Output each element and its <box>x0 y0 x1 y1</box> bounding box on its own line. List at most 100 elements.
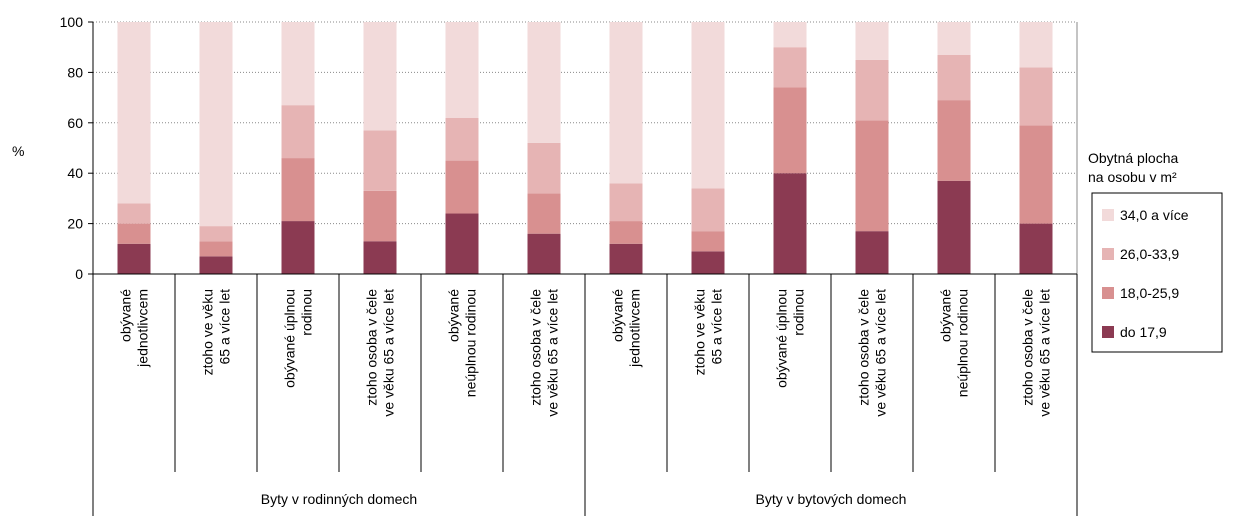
legend-swatch <box>1102 248 1114 260</box>
bar-segment <box>1019 223 1053 274</box>
y-tick-label: 20 <box>67 216 83 232</box>
bar-segment <box>773 47 807 88</box>
bar-segment <box>527 193 561 234</box>
y-tick-label: 60 <box>67 115 83 131</box>
x-category-label: 65 a více let <box>217 289 233 365</box>
x-category-label: 65 a více let <box>709 289 725 365</box>
axes <box>92 22 1078 275</box>
x-axis-groups: Byty v rodinných domech Byty v bytových d… <box>261 491 907 507</box>
bar-segment <box>527 22 561 143</box>
bar-segment <box>691 188 725 232</box>
x-category-label: ztoho osoba v čele <box>364 289 380 406</box>
legend-label: 18,0-25,9 <box>1120 285 1179 301</box>
x-category-label: obývané <box>118 289 134 342</box>
bar-segment <box>609 243 643 274</box>
bar-segment <box>117 243 151 274</box>
legend: Obytná plocha na osobu v m² 34,0 a více 2… <box>1088 150 1223 353</box>
x-category-label: jednotlivcem <box>135 289 151 368</box>
bar-segment <box>363 190 397 242</box>
bar-segment <box>527 233 561 274</box>
x-category-label: obývané úplnou <box>282 289 298 388</box>
bar-segment <box>855 59 889 121</box>
legend-title-line-1: Obytná plocha <box>1088 150 1178 166</box>
legend-swatch <box>1102 287 1114 299</box>
bar-segment <box>527 142 561 194</box>
bar-segment <box>445 117 479 161</box>
bar-segment <box>855 120 889 232</box>
x-category-label: obývané <box>446 289 462 342</box>
bar-segment <box>691 22 725 189</box>
bar-segment <box>691 231 725 252</box>
grid-lines <box>93 21 1077 225</box>
x-category-label: ztoho osoba v čele <box>856 289 872 406</box>
x-category-label: rodinou <box>791 289 807 336</box>
x-category-label: obývané <box>610 289 626 342</box>
x-category-label: ztoho ve věku <box>692 289 708 375</box>
y-tick-label: 100 <box>60 14 84 30</box>
bar-segment <box>855 231 889 274</box>
legend-items: 34,0 a více 26,0-33,9 18,0-25,9 do 17,9 <box>1102 207 1189 340</box>
bar-segment <box>937 22 971 55</box>
bar-segment <box>609 221 643 244</box>
y-axis-ticks: 0 20 40 60 80 100 <box>60 14 93 282</box>
x-group-label: Byty v bytových domech <box>756 491 907 507</box>
x-category-label: rodinou <box>299 289 315 336</box>
bar-segment <box>199 256 233 274</box>
bar-segment <box>281 105 315 159</box>
x-category-label: neúplnou rodinou <box>955 289 971 397</box>
legend-label: 34,0 a více <box>1120 207 1189 223</box>
bar-segment <box>773 22 807 48</box>
x-category-label: ve věku 65 a více let <box>1037 289 1053 417</box>
x-category-label: ve věku 65 a více let <box>545 289 561 417</box>
bar-segment <box>609 22 643 184</box>
bar-segment <box>199 226 233 242</box>
bar-segment <box>363 130 397 191</box>
x-category-label: obývané úplnou <box>774 289 790 388</box>
bar-segment <box>773 173 807 274</box>
legend-swatch <box>1102 209 1114 221</box>
x-category-label: neúplnou rodinou <box>463 289 479 397</box>
bar-segment <box>117 203 151 224</box>
legend-swatch <box>1102 326 1114 338</box>
x-axis-categories: obývané jednotlivcem ztoho ve věku 65 a víc… <box>92 274 1078 516</box>
x-category-label: ztoho osoba v čele <box>1020 289 1036 406</box>
x-category-label: ztoho ve věku <box>200 289 216 375</box>
bar-segment <box>117 223 151 244</box>
bar-segment <box>1019 67 1053 126</box>
bar-segment <box>1019 125 1053 224</box>
y-tick-label: 80 <box>67 64 83 80</box>
bar-segment <box>281 221 315 274</box>
legend-label: 26,0-33,9 <box>1120 246 1179 262</box>
bar-segment <box>937 54 971 101</box>
legend-title-line-2: na osobu v m² <box>1088 169 1177 185</box>
y-axis-label: % <box>12 143 24 159</box>
bar-segment <box>363 241 397 274</box>
x-category-label: jednotlivcem <box>627 289 643 368</box>
bar-segment <box>199 22 233 227</box>
bar-segment <box>855 22 889 60</box>
x-category-label: ve věku 65 a více let <box>873 289 889 417</box>
x-category-label: obývané <box>938 289 954 342</box>
bar-segment <box>691 251 725 274</box>
x-group-label: Byty v rodinných domech <box>261 491 417 507</box>
y-tick-label: 0 <box>75 266 83 282</box>
y-tick-label: 40 <box>67 165 83 181</box>
bar-segment <box>117 22 151 204</box>
bar-segment <box>445 160 479 214</box>
bar-segment <box>773 87 807 174</box>
bar-segment <box>281 22 315 106</box>
bar-segment <box>937 100 971 181</box>
bar-segment <box>199 241 233 257</box>
bar-segment <box>1019 22 1053 68</box>
bar-segment <box>363 22 397 131</box>
bars <box>117 22 1053 274</box>
x-category-label: ve věku 65 a více let <box>381 289 397 417</box>
bar-segment <box>445 213 479 274</box>
bar-segment <box>609 183 643 222</box>
x-category-label: ztoho osoba v čele <box>528 289 544 406</box>
bar-segment <box>937 180 971 274</box>
bar-segment <box>445 22 479 118</box>
bar-segment <box>281 158 315 222</box>
legend-label: do 17,9 <box>1120 324 1167 340</box>
